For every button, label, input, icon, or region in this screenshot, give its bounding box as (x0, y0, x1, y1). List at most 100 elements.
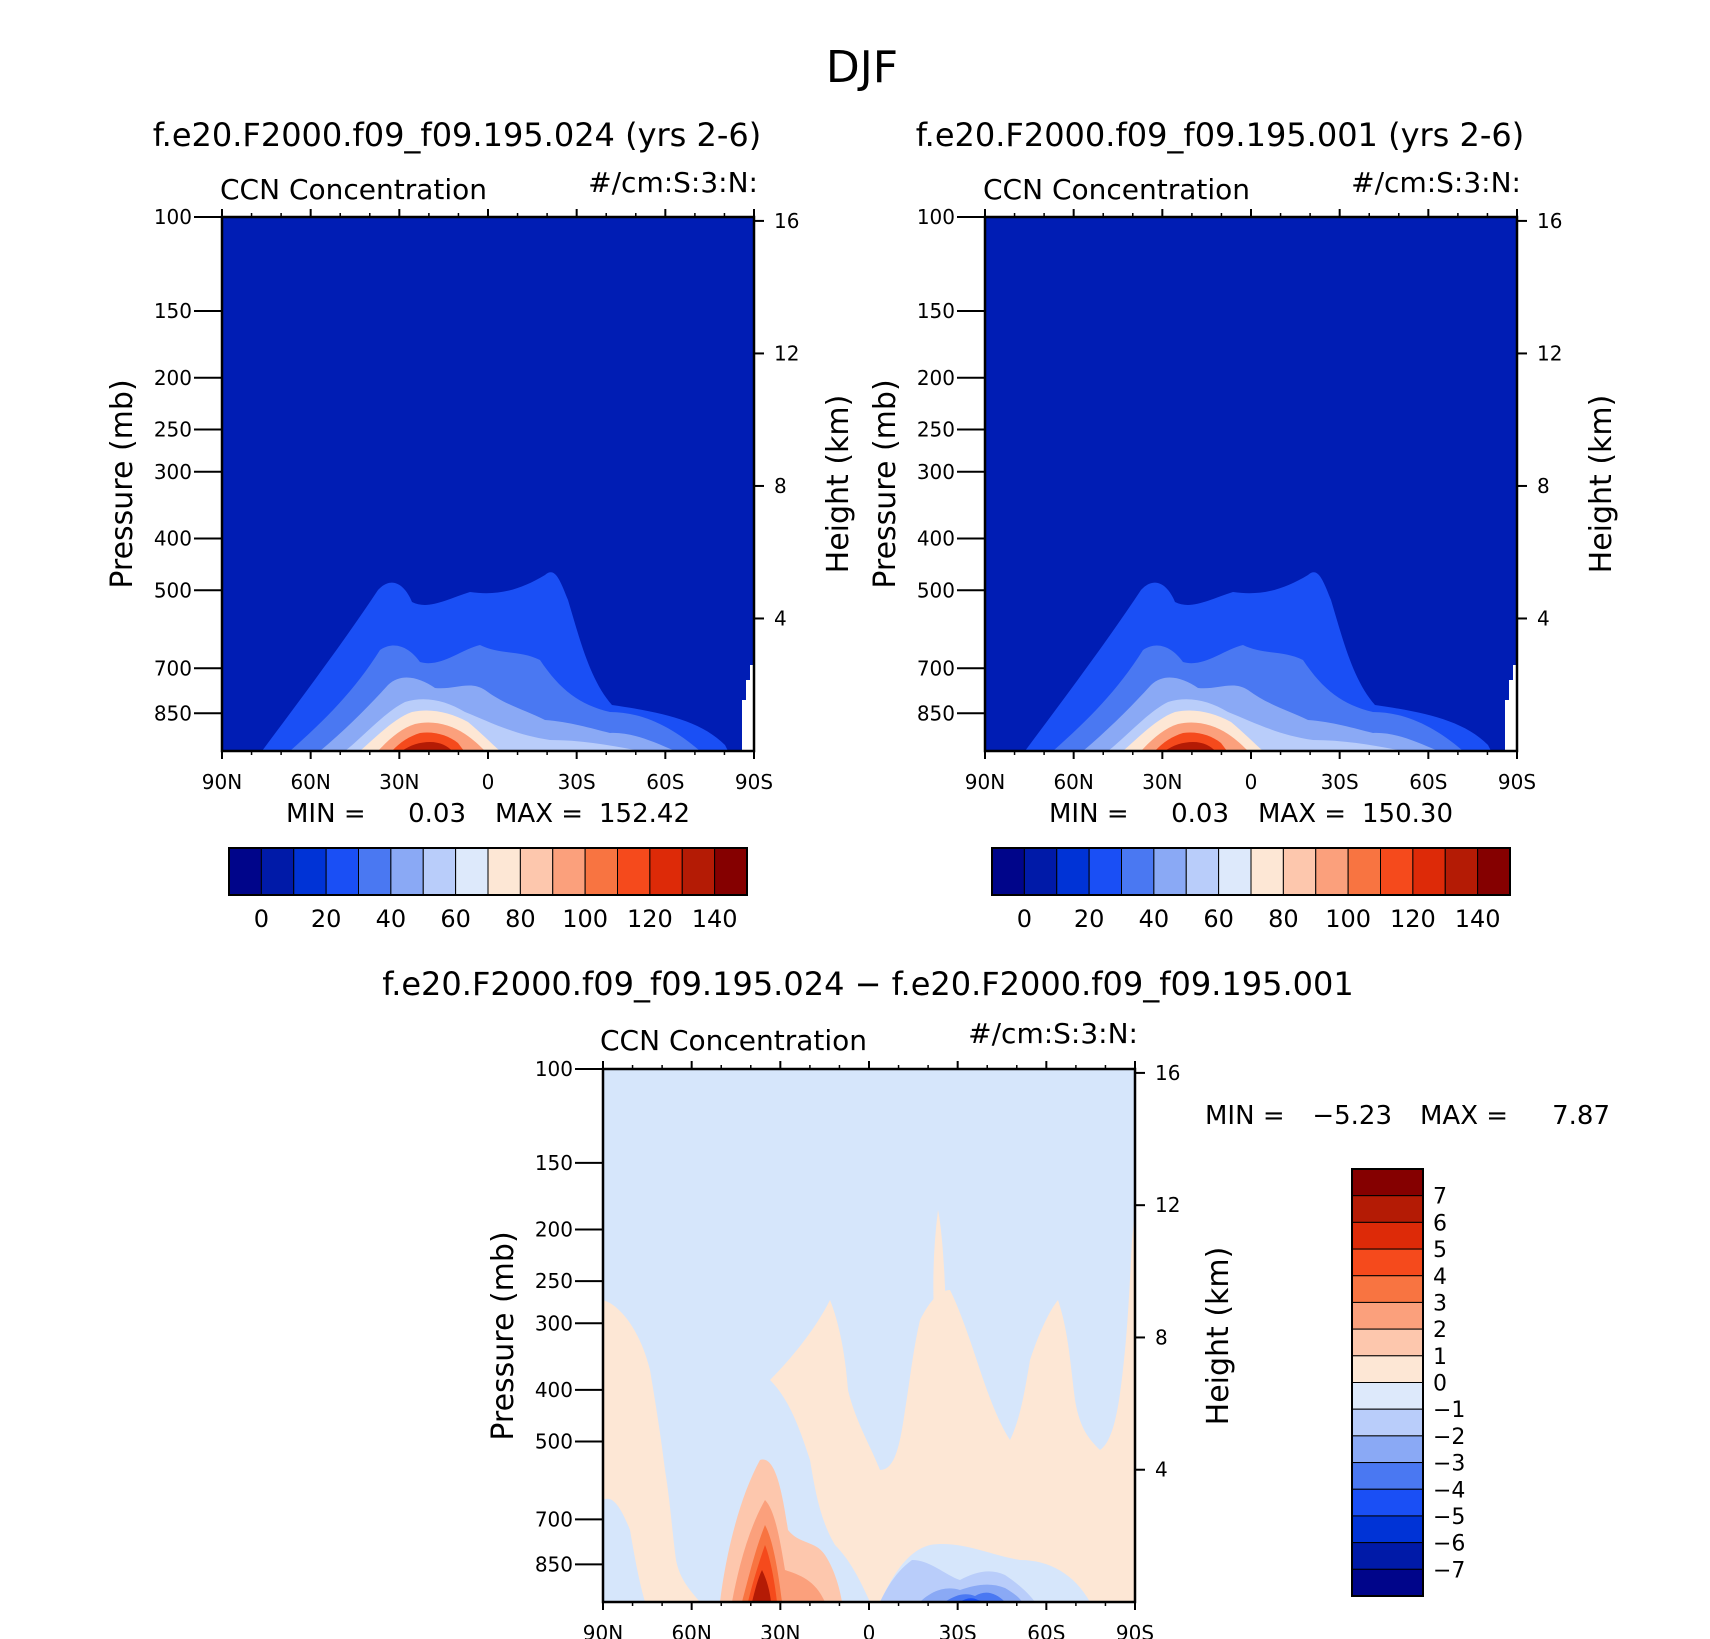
panel-a-colorbar-label: 60 (440, 905, 471, 933)
panel-c-y-tick-label: 400 (535, 1378, 573, 1402)
panel-a-min-value: 0.03 (408, 799, 466, 829)
panel-c-units: #/cm:S:3:N: (968, 1017, 1138, 1050)
panel-c-colorbar-swatch (1351, 1515, 1424, 1544)
panel-b-min-label: MIN = (1049, 799, 1129, 829)
panel-c-colorbar-swatch (1351, 1301, 1424, 1330)
panel-a-colorbar-label: 140 (692, 905, 738, 933)
panel-b-colorbar-swatch (1315, 847, 1349, 896)
panel-a-colorbar-swatch (390, 847, 424, 896)
panel-c-x-tick-label: 90S (1116, 1621, 1154, 1639)
panel-c-x-tick-label: 0 (863, 1621, 876, 1639)
panel-b-colorbar-swatch (1218, 847, 1252, 896)
panel-b-x-tick-label: 60S (1409, 770, 1447, 794)
panel-a-title: f.e20.F2000.f09_f09.195.024 (yrs 2-6) (153, 116, 762, 154)
panel-c-colorbar-swatch (1351, 1408, 1424, 1437)
panel-b-colorbar-label: 140 (1455, 905, 1501, 933)
panel-a-colorbar-frame (228, 847, 748, 896)
panel-a-units: #/cm:S:3:N: (588, 166, 758, 199)
panel-b-colorbar-swatch (1380, 847, 1414, 896)
panel-a-max-label: MAX = (495, 799, 583, 829)
panel-c-y-tick-label: 850 (535, 1552, 573, 1576)
panel-c-colorbar-swatch (1351, 1328, 1424, 1357)
panel-a-colorbar-swatch (681, 847, 716, 896)
panel-c-x-tick-label: 90N (583, 1621, 623, 1639)
panel-b-min-value: 0.03 (1171, 799, 1229, 829)
panel-a-x-tick-label: 60S (646, 770, 684, 794)
panel-c-max-value: 7.87 (1552, 1101, 1610, 1131)
panel-c-height-tick-label: 16 (1155, 1061, 1180, 1085)
panel-b-colorbar-label: 40 (1139, 905, 1170, 933)
panel-c-height-tick-label: 12 (1155, 1193, 1180, 1217)
panel-c-colorbar-swatch (1351, 1462, 1424, 1490)
panel-c-colorbar-label: 0 (1433, 1372, 1447, 1397)
panel-c-colorbar-swatch (1351, 1248, 1424, 1277)
panel-a-height-tick-label: 8 (774, 474, 787, 498)
panel-b-colorbar-label: 20 (1074, 905, 1105, 933)
panel-b-height-tick-label: 4 (1537, 606, 1550, 630)
panel-a-x-tick-label: 0 (482, 770, 495, 794)
panel-a-y-tick-label: 200 (154, 366, 192, 390)
panel-b-colorbar-swatch (1023, 847, 1058, 896)
panel-c-negative-region-1 (603, 1498, 645, 1602)
panel-b-x-tick-label: 0 (1245, 770, 1258, 794)
panel-b-field (985, 217, 1517, 751)
panel-b-max-value: 150.30 (1362, 799, 1453, 829)
panel-a-y-tick-label: 850 (154, 701, 192, 725)
panel-a-colorbar-swatch (325, 847, 359, 896)
panel-b-y-tick-label: 400 (917, 527, 955, 551)
panel-a-colorbar-swatch (584, 847, 618, 896)
panel-b-colorbar-label: 100 (1325, 905, 1371, 933)
panel-c-title: f.e20.F2000.f09_f09.195.024 − f.e20.F200… (382, 965, 1354, 1003)
panel-a-colorbar: 0 20 40 60 80 100 120 140 (228, 847, 748, 933)
panel-a-x-tick-label: 90S (735, 770, 773, 794)
panel-c-min-value: −5.23 (1312, 1101, 1392, 1131)
panel-b-height-tick-label: 8 (1537, 474, 1550, 498)
panel-c-x-tick-label: 60N (671, 1621, 711, 1639)
panel-b-y-tick-label: 250 (917, 417, 955, 441)
panel-a-contour-8 (402, 742, 452, 751)
panel-c-colorbar-swatch (1351, 1355, 1424, 1383)
panel-c-colorbar-label: −3 (1433, 1452, 1465, 1477)
panel-c-variable: CCN Concentration (600, 1024, 867, 1057)
panel-c-colorbar-label: 1 (1433, 1345, 1447, 1370)
panel-a-x-tick-label: 30S (558, 770, 596, 794)
panel-c-colorbar-label: −5 (1433, 1505, 1465, 1530)
panel-b-colorbar-swatch (1412, 847, 1446, 896)
panel-b-colorbar-swatch (1153, 847, 1187, 896)
panel-c-x-tick-label: 60S (1027, 1621, 1065, 1639)
panel-b-units: #/cm:S:3:N: (1351, 166, 1521, 199)
panel-c-colorbar-label: −2 (1433, 1425, 1465, 1450)
panel-b-colorbar-swatch (1282, 847, 1317, 896)
panel-a-field (222, 217, 754, 751)
panel-b-colorbar-swatch (1056, 847, 1090, 896)
panel-c-colorbar-swatch (1351, 1221, 1424, 1250)
panel-a-axes: 90N 60N 30N 0 30S 60S 90S 100 150 200 250 300 400 500… (154, 205, 800, 794)
panel-a-colorbar-swatch (617, 847, 651, 896)
panel-b-colorbar-label: 120 (1390, 905, 1436, 933)
panel-a-x-tick-label: 90N (202, 770, 242, 794)
panel-c-min-label: MIN = (1205, 1101, 1285, 1131)
panel-a-colorbar-swatch (228, 847, 262, 896)
panel-b-colorbar-label: 80 (1268, 905, 1299, 933)
panel-b-axes: 90N 60N 30N 0 30S 60S 90S 100 150 200 250 300 400 500… (917, 205, 1563, 794)
panel-b-colorbar-swatch (1250, 847, 1284, 896)
panel-b-max-label: MAX = (1258, 799, 1346, 829)
panel-a-height-tick-label: 16 (774, 209, 799, 233)
panel-a-height-tick-label: 4 (774, 606, 787, 630)
panel-a-y-tick-label: 250 (154, 417, 192, 441)
panel-c-x-tick-label: 30N (760, 1621, 800, 1639)
panel-a-height-tick-label: 12 (774, 341, 799, 365)
panel-b: f.e20.F2000.f09_f09.195.001 (yrs 2-6) CC… (868, 116, 1619, 933)
panel-c-colorbar-frame (1351, 1168, 1424, 1597)
panel-b-colorbar-swatch (1121, 847, 1155, 896)
panel-a-colorbar-label: 20 (311, 905, 342, 933)
panel-c-y-tick-label: 500 (535, 1430, 573, 1454)
panel-c-colorbar-label: 3 (1433, 1291, 1447, 1316)
panel-c-axes: 90N 60N 30N 0 30S 60S 90S 100 150 200 250 300 400 500… (535, 1057, 1181, 1639)
panel-c-y-tick-label: 200 (535, 1217, 573, 1241)
panel-b-colorbar-swatch (1477, 847, 1511, 896)
panel-b-x-tick-label: 90S (1498, 770, 1536, 794)
panel-a-colorbar-swatch (519, 847, 554, 896)
panel-b-colorbar-label: 60 (1203, 905, 1234, 933)
panel-b-title: f.e20.F2000.f09_f09.195.001 (yrs 2-6) (916, 116, 1525, 154)
